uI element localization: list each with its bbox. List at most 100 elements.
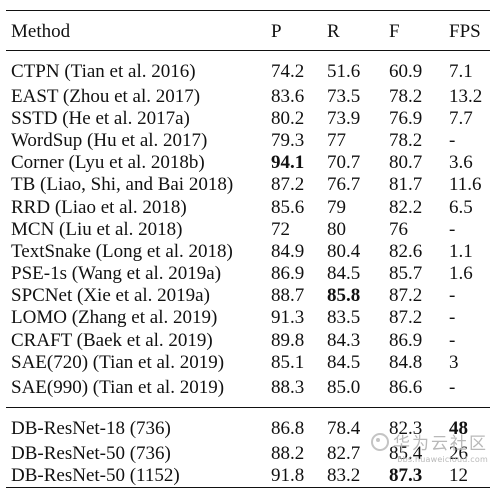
cell-fps: 3.6 [449,152,473,174]
header-recall: R [327,10,389,51]
table-row: Corner (Lyu et al. 2018b) 94.1 70.7 80.7 3.6 [6,152,490,174]
cell-method: Corner (Lyu et al. 2018b) [11,152,205,174]
cell-r-best: 85.8 [327,285,361,307]
header-fps: FPS [449,10,490,51]
cell-p: 87.2 [271,174,305,196]
cell-method: TextSnake (Long et al. 2018) [11,240,233,262]
table-row: TextSnake (Long et al. 2018) 84.9 80.4 82.6… [6,240,490,262]
table-row: SAE(720) (Tian et al. 2019) 85.1 84.5 84.8 3 [6,351,490,373]
cell-f: 81.7 [389,174,423,196]
cell-f: 86.9 [389,329,423,351]
cell-f: 82.2 [389,196,423,218]
cell-method: RRD (Liao et al. 2018) [11,196,187,218]
cell-fps: 7.1 [449,60,473,82]
table-header-row: Method P R F FPS [6,10,490,51]
cell-f: 85.7 [389,263,423,285]
cell-method: EAST (Zhou et al. 2017) [11,85,201,107]
cell-f: 78.2 [389,129,423,151]
cell-f: 60.9 [389,60,423,82]
cell-p: 91.8 [271,464,327,488]
cell-r: 80.4 [327,240,361,262]
cell-method: DB-ResNet-50 (1152) [6,464,271,488]
cell-r: 82.7 [327,443,361,465]
table-row-ours: DB-ResNet-50 (1152) 91.8 83.2 87.3 12 [6,464,490,488]
cell-r: 77 [327,129,346,151]
results-table-container: Method P R F FPS CTPN (Tian et al. 2016)… [6,10,490,488]
cell-fps: 6.5 [449,196,473,218]
cell-f: 80.7 [389,152,423,174]
cell-fps: 3 [449,351,459,373]
cell-p: 86.8 [271,417,305,439]
table-row: EAST (Zhou et al. 2017) 83.6 73.5 78.2 13.2 [6,85,490,107]
cell-fps: 7.7 [449,107,473,129]
cell-p: 89.8 [271,329,305,351]
cell-method: WordSup (Hu et al. 2017) [11,129,208,151]
cell-f: 76 [389,218,408,240]
cell-method: DB-ResNet-18 (736) [11,417,171,439]
cell-r: 79 [327,196,346,218]
cell-fps: - [449,373,490,409]
cell-f: 82.6 [389,240,423,262]
table-row: LOMO (Zhang et al. 2019) 91.3 83.5 87.2 - [6,307,490,329]
table-row-ours: DB-ResNet-50 (736) 88.2 82.7 85.4 26 [6,442,490,464]
header-method: Method [6,10,271,51]
cell-method: DB-ResNet-50 (736) [11,443,171,465]
cell-p: 74.2 [271,60,305,82]
table-row: SPCNet (Xie et al. 2019a) 88.7 85.8 87.2 - [6,285,490,307]
table-row: PSE-1s (Wang et al. 2019a) 86.9 84.5 85.7 1.… [6,263,490,285]
header-f-measure: F [389,10,449,51]
cell-r: 83.2 [327,464,389,488]
cell-fps: - [449,129,456,151]
table-row: SSTD (He et al. 2017a) 80.2 73.9 76.9 7.7 [6,107,490,129]
table-row: CTPN (Tian et al. 2016) 74.2 51.6 60.9 7.1 [6,51,490,86]
cell-method: SSTD (He et al. 2017a) [11,107,190,129]
cell-p: 85.1 [271,351,305,373]
table-row: TB (Liao, Shi, and Bai 2018) 87.2 76.7 81.7… [6,174,490,196]
cell-f: 86.6 [389,373,449,409]
cell-f-best: 87.3 [389,464,449,488]
cell-fps: 13.2 [449,85,483,107]
cell-p: 80.2 [271,107,305,129]
cell-r: 80 [327,218,346,240]
cell-p: 72 [271,218,290,240]
cell-fps: - [449,329,456,351]
table-row: SAE(990) (Tian et al. 2019) 88.3 85.0 86.6- [6,373,490,409]
cell-method: MCN (Liu et al. 2018) [11,218,183,240]
cell-f: 78.2 [389,85,423,107]
cell-p: 91.3 [271,307,305,329]
cell-f: 76.9 [389,107,423,129]
results-table: Method P R F FPS CTPN (Tian et al. 2016)… [6,10,490,488]
cell-r: 73.5 [327,85,361,107]
cell-method: PSE-1s (Wang et al. 2019a) [11,263,222,285]
cell-p: 85.6 [271,196,305,218]
cell-r: 83.5 [327,307,361,329]
cell-method: SPCNet (Xie et al. 2019a) [11,285,210,307]
cell-p-best: 94.1 [271,152,305,174]
cell-p: 88.7 [271,285,305,307]
cell-p: 88.3 [271,373,327,409]
cell-f: 82.3 [389,417,423,439]
table-row-ours: DB-ResNet-18 (736) 86.8 78.4 82.3 48 [6,408,490,443]
cell-r: 70.7 [327,152,361,174]
cell-fps: - [449,218,456,240]
cell-method: TB (Liao, Shi, and Bai 2018) [11,174,234,196]
cell-f: 84.8 [389,351,423,373]
cell-p: 86.9 [271,263,305,285]
cell-fps: - [449,285,456,307]
cell-r: 73.9 [327,107,361,129]
cell-r: 85.0 [327,373,389,409]
header-precision: P [271,10,327,51]
cell-p: 84.9 [271,240,305,262]
cell-r: 84.5 [327,351,361,373]
cell-p: 88.2 [271,443,305,465]
cell-f: 85.4 [389,443,423,465]
cell-fps: - [449,307,456,329]
cell-fps-best: 48 [449,417,468,439]
table-row: RRD (Liao et al. 2018) 85.6 79 82.2 6.5 [6,196,490,218]
cell-r: 84.3 [327,329,361,351]
table-row: WordSup (Hu et al. 2017) 79.3 77 78.2 - [6,129,490,151]
cell-r: 84.5 [327,263,361,285]
cell-r: 51.6 [327,60,361,82]
cell-fps: 26 [449,443,468,465]
cell-fps: 1.6 [449,263,473,285]
